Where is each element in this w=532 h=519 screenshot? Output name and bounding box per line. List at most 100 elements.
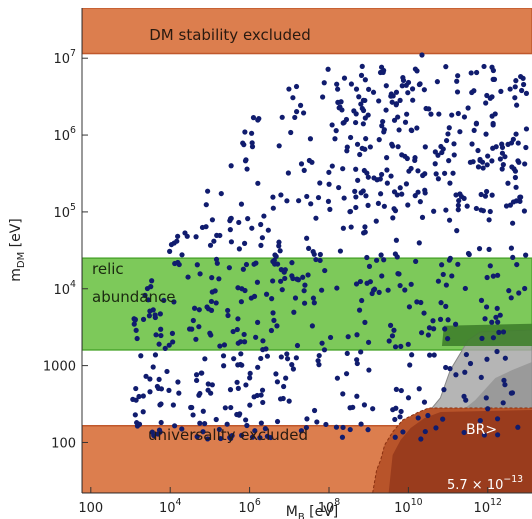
data-point: [490, 145, 496, 151]
data-point: [490, 67, 496, 74]
data-point: [484, 162, 490, 168]
data-point: [348, 224, 354, 230]
data-point: [286, 86, 292, 92]
data-point: [311, 300, 317, 306]
data-point: [150, 364, 156, 370]
data-point: [149, 429, 155, 435]
data-point: [190, 412, 196, 418]
data-point: [507, 202, 514, 208]
data-point: [378, 252, 384, 258]
data-point: [293, 355, 299, 361]
data-point: [490, 120, 496, 127]
data-point: [250, 115, 257, 121]
data-point: [241, 240, 248, 246]
data-point: [518, 73, 524, 80]
data-point: [358, 72, 365, 78]
data-point: [255, 180, 261, 186]
data-point: [489, 113, 495, 119]
data-point: [283, 375, 289, 381]
data-point: [438, 143, 444, 150]
data-point: [417, 199, 423, 205]
data-point: [317, 251, 323, 258]
data-point: [370, 89, 377, 95]
data-point: [317, 257, 323, 264]
data-point: [352, 188, 358, 194]
data-point: [475, 147, 481, 154]
data-point: [282, 267, 288, 273]
green-overlap-region: [441, 323, 532, 346]
data-point: [496, 329, 502, 335]
data-point: [409, 127, 415, 134]
data-point: [399, 83, 405, 89]
data-point: [216, 426, 222, 433]
data-point: [134, 423, 141, 429]
data-point: [268, 327, 275, 334]
branching-ratio-value: 5.7 × 10−13: [447, 474, 523, 493]
data-point: [327, 206, 333, 212]
data-point: [440, 416, 446, 422]
data-point: [418, 436, 424, 442]
data-point: [229, 433, 235, 439]
data-point: [175, 259, 181, 266]
data-point: [214, 260, 220, 266]
data-point: [166, 387, 172, 393]
data-point: [387, 322, 394, 328]
data-point: [176, 390, 182, 396]
data-point: [343, 371, 350, 377]
data-point: [282, 275, 288, 282]
data-point: [158, 332, 164, 339]
data-point: [523, 90, 530, 96]
data-point: [363, 136, 369, 142]
data-point: [217, 435, 224, 442]
data-point: [347, 405, 353, 411]
data-point: [426, 325, 433, 331]
data-point: [273, 253, 279, 259]
data-point: [216, 276, 222, 282]
data-point: [227, 218, 233, 224]
data-point: [490, 335, 497, 341]
data-point: [169, 330, 176, 336]
data-point: [489, 158, 495, 164]
data-point: [152, 352, 159, 358]
data-point: [449, 273, 455, 279]
data-point: [398, 408, 404, 415]
data-point: [270, 278, 276, 284]
data-point: [471, 88, 477, 94]
data-point: [289, 273, 295, 279]
data-point: [337, 248, 344, 254]
data-point: [484, 92, 490, 99]
data-point: [230, 328, 236, 335]
data-point: [345, 334, 351, 340]
data-point: [268, 434, 274, 441]
data-point: [347, 209, 353, 215]
data-point: [208, 307, 215, 313]
data-point: [510, 254, 516, 261]
data-point: [393, 89, 400, 95]
data-point: [453, 372, 459, 378]
data-point: [307, 136, 314, 142]
data-point: [179, 426, 185, 432]
data-point: [388, 91, 394, 97]
data-point: [458, 193, 465, 200]
data-point: [320, 94, 326, 100]
data-point: [329, 122, 335, 128]
data-point: [244, 422, 250, 429]
data-point: [360, 121, 366, 127]
x-tick-label: 1012: [474, 497, 502, 516]
x-tick-label: 106: [238, 497, 261, 516]
data-point: [403, 181, 410, 187]
data-point: [140, 393, 146, 399]
data-point: [281, 383, 287, 390]
data-point: [363, 193, 369, 199]
data-point: [461, 114, 468, 120]
data-point: [292, 295, 299, 301]
data-point: [325, 66, 331, 72]
data-point: [133, 327, 139, 333]
data-point: [360, 107, 367, 114]
data-point: [309, 323, 315, 329]
data-point: [499, 144, 506, 151]
data-point: [277, 396, 284, 402]
x-axis-ticks: 100 104 106 108 1010 1012: [78, 487, 502, 516]
data-point: [203, 202, 209, 208]
data-point: [174, 238, 180, 244]
